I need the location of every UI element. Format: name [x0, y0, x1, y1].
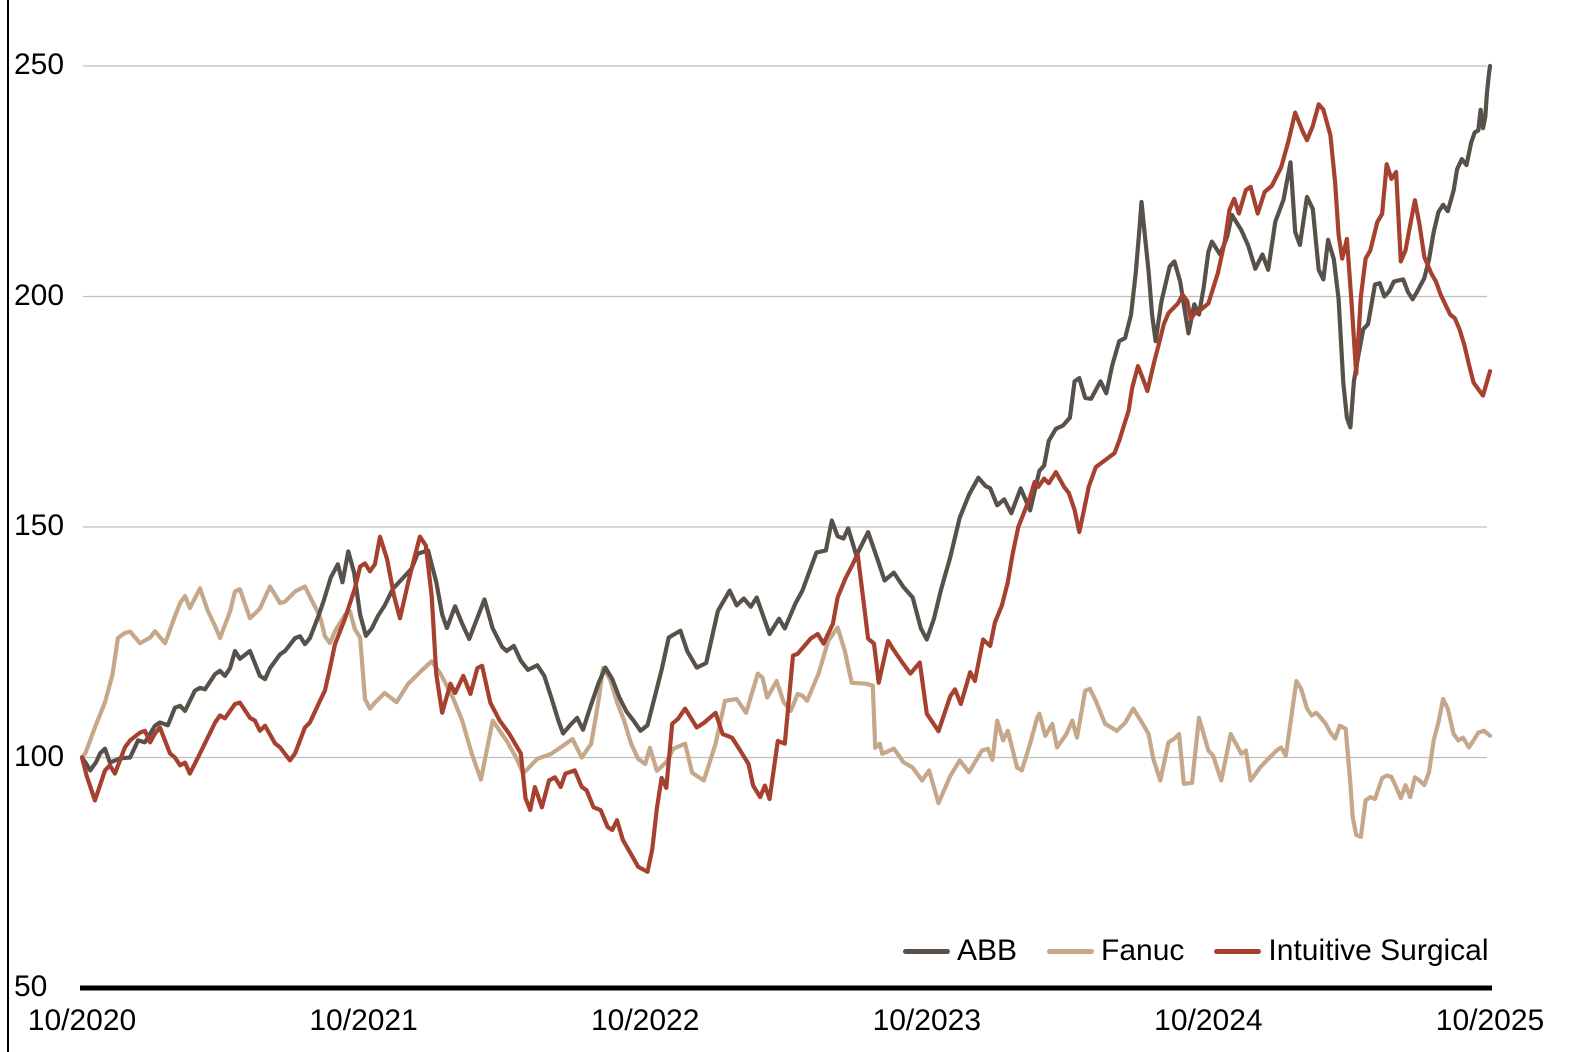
legend-label-fanuc: Fanuc: [1101, 934, 1185, 967]
fanuc-line-swatch: [1047, 948, 1095, 954]
x-tick-label-10-2022: 10/2022: [590, 1004, 700, 1037]
chart-legend: ABB Fanuc Intuitive Surgical: [903, 934, 1489, 968]
y-tick-label-100: 100: [14, 739, 65, 773]
y-tick-label-200: 200: [14, 278, 65, 312]
legend-label-abb: ABB: [957, 934, 1018, 967]
series-line-intuitive-surgical: [79, 102, 1493, 874]
y-tick-label-250: 250: [14, 48, 65, 81]
series-line-fanuc: [79, 584, 1493, 839]
legend-item-fanuc: Fanuc: [1047, 934, 1184, 968]
y-tick-label-150: 150: [14, 509, 65, 542]
legend-item-intuitive-surgical: Intuitive Surgical: [1214, 934, 1489, 968]
series-line-abb: [79, 63, 1493, 773]
intuitive-surgical-line-swatch: [1214, 948, 1262, 954]
legend-label-intuitive-surgical: Intuitive Surgical: [1268, 934, 1489, 967]
x-tick-label-10-2021: 10/2021: [309, 1004, 418, 1037]
x-tick-label-10-2025: 10/2025: [1435, 1004, 1545, 1037]
x-tick-label-10-2023: 10/2023: [872, 1004, 982, 1037]
x-tick-label-10-2020: 10/2020: [27, 1004, 137, 1037]
abb-line-swatch: [903, 948, 950, 954]
legend-item-abb: ABB: [903, 934, 1017, 968]
x-tick-label-10-2024: 10/2024: [1154, 1004, 1263, 1037]
y-tick-label-50: 50: [14, 970, 48, 1003]
